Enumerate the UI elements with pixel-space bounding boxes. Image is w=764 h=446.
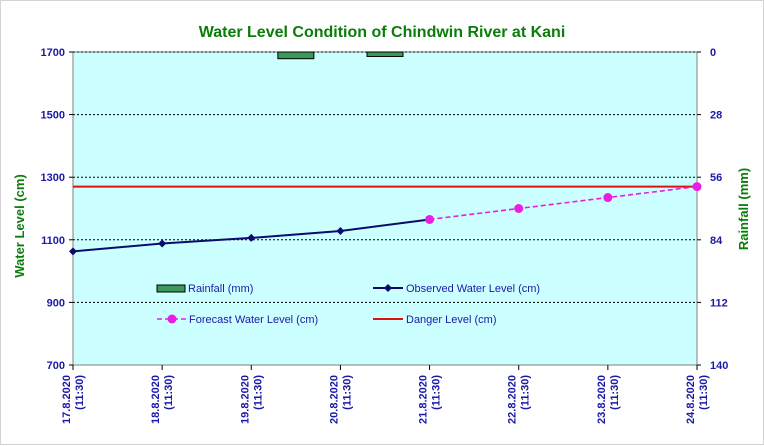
x-tick-label-time: (11:30)	[252, 375, 264, 410]
rainfall-bar	[366, 51, 404, 57]
y-tick-label: 1700	[41, 47, 65, 59]
legend-observed-label: Observed Water Level (cm)	[406, 283, 540, 295]
x-tick-label-time: (11:30)	[520, 375, 532, 410]
y-tick-label: 1100	[41, 235, 65, 247]
forecast-point	[425, 214, 435, 224]
x-tick-label-date: 20.8.2020	[328, 375, 340, 424]
legend-danger-label: Danger Level (cm)	[406, 314, 496, 326]
x-tick-label-time: (11:30)	[341, 375, 353, 410]
x-tick-label-date: 18.8.2020	[150, 375, 162, 424]
chart-title: Water Level Condition of Chindwin River …	[199, 24, 566, 41]
rainfall-bar	[277, 51, 315, 60]
forecast-line	[429, 185, 698, 221]
observed-point	[158, 239, 167, 248]
y2-tick-label: 84	[710, 235, 723, 247]
observed-point	[69, 247, 77, 256]
x-axis-ticks: 17.8.2020 (11:30) 18.8.2020 (11:30) 19.8.202…	[61, 365, 710, 424]
x-tick-label-time: (11:30)	[163, 375, 175, 410]
y-tick-label: 1300	[41, 172, 65, 184]
y2-axis-ticks: 140 112 84 56 28 0	[697, 47, 728, 372]
legend-forecast-label: Forecast Water Level (cm)	[189, 314, 318, 326]
observed-point	[336, 227, 345, 236]
y-tick-label: 900	[47, 297, 65, 309]
observed-point	[247, 233, 256, 242]
forecast-point	[692, 182, 702, 192]
x-tick-label-time: (11:30)	[609, 375, 621, 410]
legend-rainfall-label: Rainfall (mm)	[188, 283, 253, 295]
x-tick-label-date: 22.8.2020	[507, 375, 519, 424]
x-tick-label-time: (11:30)	[431, 375, 443, 410]
x-tick-label-date: 23.8.2020	[596, 375, 608, 424]
observed-series	[69, 215, 434, 256]
x-tick-label-date: 21.8.2020	[418, 375, 430, 424]
y2-axis-label: Rainfall (mm)	[736, 168, 751, 250]
legend-forecast-marker	[167, 314, 177, 324]
rainfall-bars	[277, 51, 404, 60]
y-tick-label: 1500	[41, 110, 65, 122]
y-tick-label: 700	[47, 360, 65, 372]
y2-tick-label: 140	[710, 360, 728, 372]
legend-observed-marker	[384, 284, 392, 292]
y2-tick-label: 112	[710, 297, 728, 309]
y-axis-label: Water Level (cm)	[12, 174, 27, 278]
y-axis-ticks: 700 900 1100 1300 1500 1700	[41, 47, 73, 372]
y2-tick-label: 56	[710, 172, 722, 184]
legend-rainfall-swatch	[156, 284, 186, 293]
x-tick-label-date: 24.8.2020	[685, 375, 697, 424]
x-tick-label-time: (11:30)	[74, 375, 86, 410]
forecast-series	[425, 182, 702, 224]
x-tick-label-time: (11:30)	[698, 375, 710, 410]
x-tick-label-date: 19.8.2020	[239, 375, 251, 424]
y2-tick-label: 28	[710, 110, 722, 122]
x-tick-label-date: 17.8.2020	[61, 375, 73, 424]
y2-tick-label: 0	[710, 47, 716, 59]
forecast-point	[514, 204, 524, 213]
plot-area	[72, 51, 698, 366]
legend: Rainfall (mm) Observed Water Level (cm) Fo…	[156, 283, 540, 326]
forecast-point	[603, 193, 613, 203]
